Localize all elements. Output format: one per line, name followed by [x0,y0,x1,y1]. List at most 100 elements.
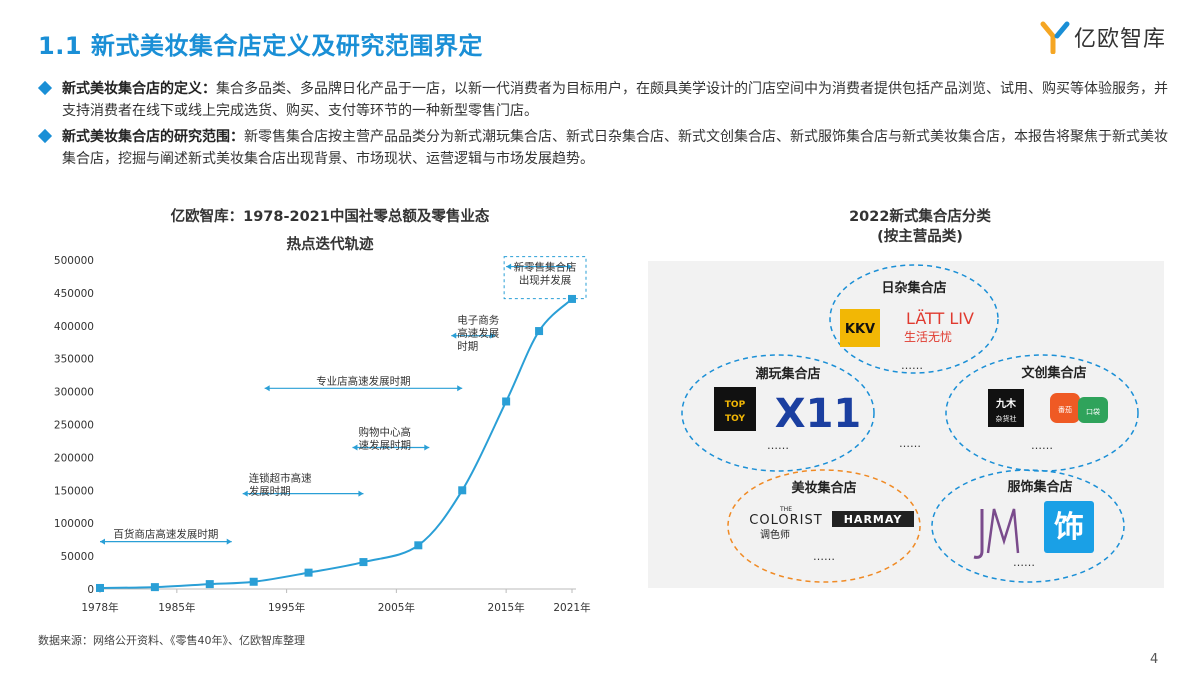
top-toy-logo [714,387,756,431]
data-point [359,558,368,567]
group-label-beauty: 美妆集合店 [791,480,856,496]
x-tick-label: 2021年 [553,601,590,614]
data-point [249,577,258,586]
kkv-logo [840,309,880,347]
brand-latt-liv-cn: 生活无忧 [904,330,952,344]
chart-title-line1: 亿欧智库：1978-2021中国社零总额及零售业态 [170,209,490,225]
arrow-head-left-icon [506,263,512,270]
arrow-head-right-icon [457,385,463,392]
chart-title-line2: 热点迭代轨迹 [286,237,374,253]
annotation-label: 连锁超市高速 [249,472,312,485]
x-tick-label: 1995年 [268,601,305,614]
brand-x11: X11 [775,391,862,437]
y-tick-label: 450000 [54,288,94,300]
annotation-label: 发展时期 [249,485,291,498]
group-apparel: 服饰集合店 饰 …… [931,469,1125,583]
brand-jiumu-sub: 杂货社 [996,414,1017,423]
categories-title-line1: 2022新式集合店分类 [849,209,991,225]
brand-the: THE [779,506,792,513]
brand-jiumu: 九木 [995,397,1017,410]
annotation-label: 时期 [457,341,478,353]
annotation-label: 百货商店高速发展时期 [113,528,218,541]
annotation-label: 电子商务 [457,314,499,327]
arrow-head-left-icon [100,538,105,545]
brand-colorist: COLORIST [749,513,822,528]
brand-toy: TOY [725,414,745,424]
pocket-logo [1078,397,1108,423]
annotation-label: 高速发展 [457,327,499,340]
y-tick-label: 150000 [54,485,94,497]
y-tick-label: 350000 [54,354,94,366]
group-ellipsis: …… [767,439,789,452]
data-point [458,486,467,495]
annotation-box [503,256,587,300]
data-point [205,580,214,589]
annotation-label: 专业店高速发展时期 [316,374,411,387]
jiumu-logo [988,389,1024,427]
group-beauty: 美妆集合店 THE COLORIST 调色师 HARMAY …… [727,469,921,583]
data-point [568,294,576,303]
group-ellipsis: …… [901,359,923,372]
group-creative: 文创集合店 九木 杂货社 番茄 口袋 …… [945,354,1139,472]
diamond-bullet-icon [37,80,53,96]
arrow-head-left-icon [451,332,457,339]
arrow-head-right-icon [424,444,430,451]
x-tick-label: 2005年 [378,601,415,614]
bullet-text: 新零售集合店按主营产品品类分为新式潮玩集合店、新式日杂集合店、新式文创集合店、新… [62,129,1168,167]
logo-text: 亿欧智库 [1074,27,1167,52]
categories-diagram: 日杂集合店 KKV LÄTT LIV 生活无忧 …… 潮玩集合店 TOP TOY… [681,264,1139,583]
series-line [99,298,573,589]
arrow-head-left-icon [242,490,248,497]
diamond-bullet-icon [37,128,53,144]
bullet-list: 新式美妆集合店的定义：集合多品类、多品牌日化产品于一店，以新一代消费者为目标用户… [37,78,1168,174]
apparel-brand-logo [1044,501,1094,553]
group-label-apparel: 服饰集合店 [1007,479,1072,495]
annotation-label: 购物中心高 [358,426,411,439]
y-tick-label: 250000 [54,420,94,432]
brand-kkv: KKV [845,322,875,337]
arrow-head-right-icon [490,332,496,339]
group-ellipsis: …… [813,550,835,563]
harmay-logo [832,511,914,527]
bullet-text: 集合多品类、多品牌日化产品于一店，以新一代消费者为目标用户，在颇具美学设计的门店… [62,81,1168,119]
group-label-daily: 日杂集合店 [881,280,946,296]
data-point [502,397,511,406]
x-tick-label: 1978年 [81,601,118,614]
slide-title: 1.1 新式美妆集合店定义及研究范围界定 [38,32,483,60]
bullet-label: 新式美妆集合店的研究范围： [62,129,244,145]
arrow-head-right-icon [226,538,232,545]
y-tick-label: 0 [87,584,94,596]
group-ellipsis: …… [1031,439,1053,452]
y-tick-label: 400000 [54,321,94,333]
group-daily-goods: 日杂集合店 KKV LÄTT LIV 生活无忧 …… [829,264,999,374]
tomato-logo [1050,393,1080,423]
group-label-toys: 潮玩集合店 [755,366,820,382]
bullet-scope: 新式美妆集合店的研究范围：新零售集合店按主营产品品类分为新式潮玩集合店、新式日杂… [37,126,1168,170]
jm-logo-icon [973,508,1020,559]
arrow-head-left-icon [264,385,270,392]
bullet-label: 新式美妆集合店的定义： [62,81,216,97]
group-label-creative: 文创集合店 [1021,365,1086,381]
brand-latt-liv: LÄTT LIV [906,309,974,328]
brand-colorist-cn: 调色师 [760,528,790,541]
annotation-label: 出现并发展 [519,274,572,287]
arrow-head-right-icon [358,490,364,497]
brand-harmay: HARMAY [844,513,903,526]
data-point [304,568,313,577]
bullet-definition: 新式美妆集合店的定义：集合多品类、多品牌日化产品于一店，以新一代消费者为目标用户… [37,78,1168,122]
arrow-head-left-icon [352,444,358,451]
x-tick-label: 1985年 [158,601,195,614]
group-ellipsis: …… [1013,556,1035,569]
data-point [414,541,423,550]
y-tick-label: 50000 [61,551,94,563]
x-tick-label: 2015年 [488,601,525,614]
brand-tomato: 番茄 [1058,405,1072,414]
brand-pocket: 口袋 [1086,407,1100,416]
arrow-head-right-icon [567,263,572,270]
categories-panel: 日杂集合店 KKV LÄTT LIV 生活无忧 …… 潮玩集合店 TOP TOY… [648,261,1164,588]
brand-top: TOP [725,400,746,410]
categories-title-line2: (按主营品类) [877,229,963,245]
data-point [535,327,544,336]
y-tick-label: 500000 [54,255,94,267]
group-trendy-toys: 潮玩集合店 TOP TOY X11 …… [681,354,875,472]
